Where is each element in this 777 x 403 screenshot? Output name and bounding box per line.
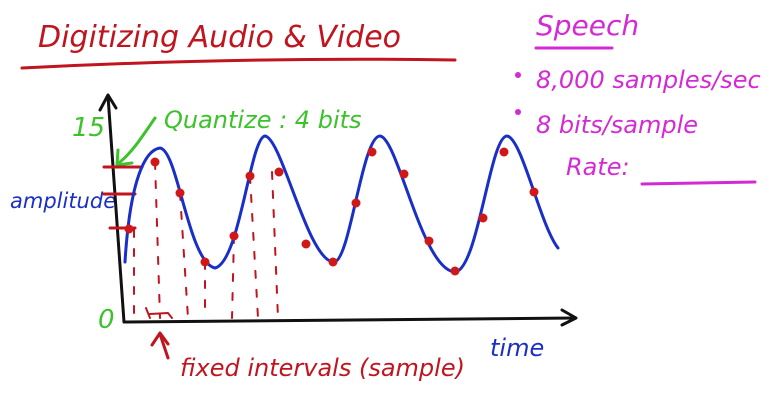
y-axis <box>106 94 126 324</box>
sample-point <box>229 231 239 241</box>
x-axis-arrowhead <box>560 308 578 327</box>
sample-point <box>124 224 134 234</box>
sample-point <box>351 198 361 208</box>
speech-bullet-2: 8 bits/sample <box>536 111 698 139</box>
sample-point <box>245 171 255 181</box>
speech-heading: Speech <box>536 9 639 42</box>
bullet-dot <box>515 72 521 78</box>
sample-point <box>367 147 377 157</box>
sample-point <box>450 266 460 276</box>
sample-point <box>529 187 539 197</box>
x-axis-label: time <box>490 334 544 362</box>
title-text: Digitizing Audio & Video <box>38 20 401 55</box>
quantize-label: Quantize : 4 bits <box>164 106 362 134</box>
y-axis-label: amplitude <box>10 189 116 213</box>
speech-bullet-1: 8,000 samples/sec <box>536 66 761 94</box>
sample-points <box>124 147 539 276</box>
sample-point <box>328 257 338 267</box>
sample-point <box>478 213 488 223</box>
sampling-note-text: fixed intervals (sample) <box>180 354 465 382</box>
interval-bracket <box>145 307 173 319</box>
sample-point <box>499 147 509 157</box>
rate-blank-line <box>640 180 757 186</box>
sampling-note-arrow <box>158 332 170 360</box>
sample-point <box>150 157 160 167</box>
y-max-tick-label: 15 <box>72 113 105 143</box>
sample-point <box>301 239 311 249</box>
sample-point <box>175 188 185 198</box>
sample-dashed-lines <box>133 161 279 319</box>
sampling-note-arrowhead <box>150 331 170 347</box>
y-axis-arrowhead <box>98 93 118 112</box>
quantize-arrow <box>118 116 157 164</box>
title-underline <box>20 57 457 70</box>
y-zero-tick-label: 0 <box>98 305 115 335</box>
rate-label: Rate: <box>566 153 630 181</box>
bullet-dot <box>515 109 521 115</box>
sample-point <box>274 167 284 177</box>
analog-wave <box>123 134 560 274</box>
sample-point <box>200 257 210 267</box>
quantize-arrowhead <box>115 148 134 167</box>
x-axis <box>122 316 577 324</box>
sample-point <box>424 236 434 246</box>
sample-point <box>399 169 409 179</box>
